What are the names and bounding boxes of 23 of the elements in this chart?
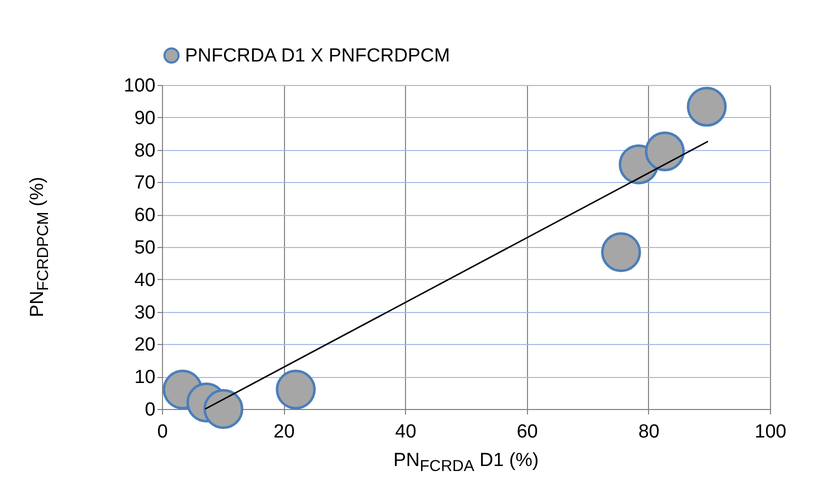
- x-tick-label: 60: [516, 422, 538, 442]
- point: [203, 389, 244, 429]
- y-tick-label: 50: [134, 238, 156, 258]
- y-tick-label: 30: [134, 302, 156, 324]
- x-tick-label: 40: [395, 422, 416, 442]
- x-axis-title: PN$_{FCRDA}$ D1 (%): [393, 450, 539, 476]
- point: [276, 370, 316, 410]
- x-tick-label: 80: [638, 422, 660, 442]
- y-tick-label: 0: [144, 400, 156, 420]
- y-tick-label: 10: [134, 367, 156, 388]
- y-tick-label: 90: [134, 108, 156, 129]
- point: [601, 232, 641, 272]
- x-tick-label: 100: [754, 422, 786, 442]
- point: [686, 86, 727, 127]
- y-tick-label: 100: [124, 76, 156, 96]
- y-tick-label: 20: [134, 334, 156, 356]
- x-tick-label: 20: [274, 422, 295, 442]
- y-tick-label: 70: [134, 172, 156, 194]
- y-tick-label: 40: [134, 270, 156, 291]
- legend-label: PNFCRDA D1 X PNFCRDPCM: [185, 46, 450, 66]
- y-tick-label: 60: [134, 205, 156, 226]
- y-tick-label: 80: [134, 140, 156, 162]
- point: [644, 132, 685, 172]
